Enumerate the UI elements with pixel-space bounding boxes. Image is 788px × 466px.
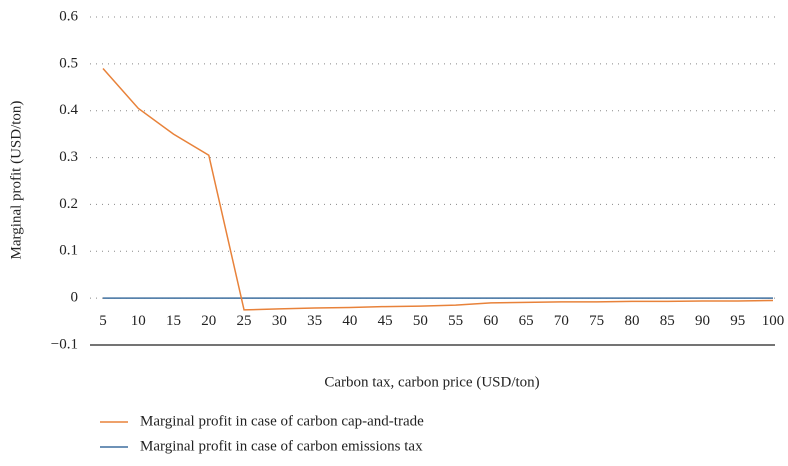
x-tick-label: 45 bbox=[378, 313, 393, 329]
y-tick-label: 0 bbox=[71, 290, 79, 306]
y-tick-label: 0.1 bbox=[59, 243, 78, 259]
x-tick-label: 25 bbox=[237, 313, 252, 329]
x-tick-label: 65 bbox=[519, 313, 534, 329]
x-tick-label: 90 bbox=[695, 313, 710, 329]
x-tick-label: 95 bbox=[730, 313, 745, 329]
y-tick-label: 0.2 bbox=[59, 196, 78, 212]
x-tick-label: 15 bbox=[166, 313, 181, 329]
x-axis-title: Carbon tax, carbon price (USD/ton) bbox=[324, 374, 539, 390]
y-axis-title: Marginal profit (USD/ton) bbox=[8, 101, 24, 260]
legend-label: Marginal profit in case of carbon emissi… bbox=[140, 438, 423, 454]
x-tick-label: 40 bbox=[342, 313, 357, 329]
x-tick-label: 75 bbox=[589, 313, 604, 329]
x-tick-label: 20 bbox=[201, 313, 216, 329]
x-tick-label: 85 bbox=[660, 313, 675, 329]
x-tick-label: 100 bbox=[762, 313, 785, 329]
x-tick-label: 35 bbox=[307, 313, 322, 329]
x-tick-label: 5 bbox=[99, 313, 107, 329]
x-tick-label: 55 bbox=[448, 313, 463, 329]
x-tick-label: 10 bbox=[131, 313, 146, 329]
x-tick-label: 50 bbox=[413, 313, 428, 329]
y-tick-label: 0.6 bbox=[59, 8, 78, 24]
y-tick-label: 0.3 bbox=[59, 149, 78, 165]
x-tick-label: 30 bbox=[272, 313, 287, 329]
legend-label: Marginal profit in case of carbon cap-an… bbox=[140, 413, 424, 429]
y-tick-label: 0.5 bbox=[59, 55, 78, 71]
y-tick-label: −0.1 bbox=[51, 336, 78, 352]
x-tick-label: 80 bbox=[624, 313, 639, 329]
series-line bbox=[102, 68, 774, 311]
x-tick-label: 60 bbox=[483, 313, 498, 329]
y-tick-label: 0.4 bbox=[59, 102, 78, 118]
x-tick-label: 70 bbox=[554, 313, 569, 329]
